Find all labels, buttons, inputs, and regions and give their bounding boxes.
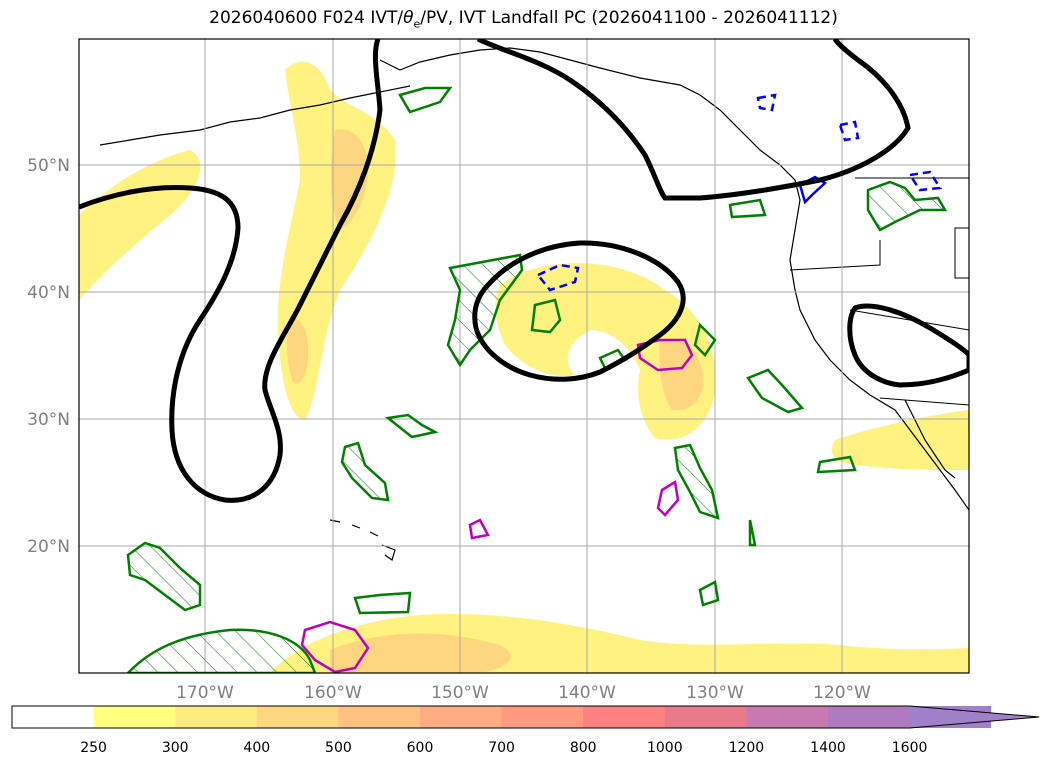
theta-e-small-1 — [698, 580, 720, 607]
figure-title: 2026040600 F024 IVT/θe/PV, IVT Landfall … — [209, 8, 838, 31]
colorbar-segment — [501, 706, 584, 728]
pc-contours — [79, 39, 969, 503]
colorbar-tick-400: 400 — [243, 740, 270, 756]
colorbar-segment — [583, 706, 666, 728]
state-border-1 — [789, 240, 881, 271]
theta-e-southeast — [746, 368, 805, 414]
colorbar-segment — [828, 706, 911, 728]
theta-e-hawaii-south — [353, 591, 412, 615]
pv-negative-2 — [798, 175, 828, 205]
baja-peninsula — [904, 399, 956, 479]
colorbar-tick-800: 800 — [570, 740, 597, 756]
pv-negative-1 — [536, 263, 580, 292]
colorbar-segment — [256, 706, 339, 728]
theta-e-coastal-strip — [816, 455, 857, 474]
pc-contour-cutoff — [472, 240, 686, 382]
state-border-2 — [849, 309, 969, 331]
colorbar-tick-250: 250 — [80, 740, 107, 756]
ivt-core-westcoast — [330, 129, 369, 230]
lon-label-160w: 160°W — [304, 683, 362, 703]
theta-e-southwest — [126, 541, 202, 612]
lon-label-130w: 130°W — [686, 683, 744, 703]
colorbar-segment — [420, 706, 503, 728]
theta-e-contours — [126, 86, 948, 673]
ivt-core-lower — [286, 319, 309, 384]
lon-label-120w: 120°W — [813, 683, 871, 703]
theta-e-ring-east — [693, 322, 717, 357]
alaska-coast — [379, 47, 801, 201]
pv-positive-2 — [300, 620, 370, 673]
map-panel — [79, 39, 969, 673]
colorbar-tick-300: 300 — [162, 740, 189, 756]
pv-positive-1 — [636, 338, 694, 372]
state-box — [954, 227, 969, 279]
colorbar-tick-1400: 1400 — [810, 740, 846, 756]
colorbar-extend-arrow — [909, 706, 1040, 728]
lon-labels: 170°W 160°W 150°W 140°W 130°W 120°W — [176, 683, 871, 703]
lon-label-170w: 170°W — [176, 683, 234, 703]
colorbar-tick-600: 600 — [407, 740, 434, 756]
colorbar-ticks: 250 300 400 500 600 700 800 1000 1200 14… — [80, 740, 927, 756]
theta-e-east — [673, 443, 720, 520]
ivt-shading — [79, 61, 969, 673]
pc-contour-west — [79, 39, 383, 503]
hawaii-islands — [329, 519, 396, 561]
pv-positive-3 — [656, 479, 680, 517]
colorbar-tick-1600: 1600 — [892, 740, 928, 756]
pc-contour-southwest-us — [847, 303, 969, 388]
pv-contours — [300, 93, 943, 673]
political-borders — [789, 177, 969, 406]
lon-label-150w: 150°W — [431, 683, 489, 703]
colorbar-tick-1200: 1200 — [729, 740, 765, 756]
ivt-core-south — [330, 633, 511, 673]
theta-e-hawaii-east — [340, 441, 390, 502]
theta-e-north-alaska — [398, 86, 453, 114]
pc-contour-northeast — [476, 39, 911, 201]
lat-label-40: 40°N — [27, 283, 70, 303]
theta-e-bc — [866, 180, 948, 232]
ivt-plume-westcoast-north — [277, 61, 396, 420]
theta-e-bottom — [126, 628, 317, 673]
lat-label-50: 50°N — [27, 156, 70, 176]
colorbar-outline — [11, 705, 1040, 729]
colorbar-segment — [664, 706, 747, 728]
colorbar-segment — [338, 706, 421, 728]
theta-e-central-small — [384, 413, 439, 439]
colorbar-tick-1000: 1000 — [647, 740, 683, 756]
theta-e-small-2 — [748, 519, 757, 547]
pv-negative-5 — [756, 93, 777, 112]
us-mexico-border — [879, 397, 969, 406]
lon-label-140w: 140°W — [558, 683, 616, 703]
lat-label-20: 20°N — [27, 537, 70, 557]
theta-e-coast — [728, 198, 767, 219]
aleutian-coast — [99, 85, 411, 146]
map-frame — [78, 38, 970, 674]
pv-positive-4 — [468, 518, 490, 540]
pv-negative-4 — [907, 170, 943, 192]
colorbar-segment — [93, 706, 176, 728]
colorbar-tick-700: 700 — [488, 740, 515, 756]
lat-labels: 50°N 40°N 30°N 20°N — [27, 156, 70, 557]
theta-e-ring-central — [446, 253, 524, 368]
colorbar-tick-500: 500 — [325, 740, 352, 756]
pv-negative-3 — [838, 120, 860, 142]
theta-e-small-central — [530, 298, 562, 334]
ivt-cutoff-core — [659, 339, 704, 411]
colorbar-segment — [12, 706, 95, 728]
colorbar-segment — [746, 706, 829, 728]
lat-label-30: 30°N — [27, 410, 70, 430]
ivt-cutoff-ring — [495, 263, 716, 440]
colorbar-segment — [175, 706, 258, 728]
colorbar — [11, 705, 1040, 729]
